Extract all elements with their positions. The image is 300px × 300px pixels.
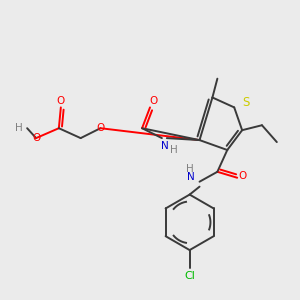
Text: N: N [161,141,169,151]
Text: H: H [170,145,178,155]
Text: O: O [32,133,40,143]
Text: S: S [242,96,250,109]
Text: O: O [150,97,158,106]
Text: O: O [57,97,65,106]
Text: Cl: Cl [184,271,195,281]
Text: O: O [96,123,105,133]
Text: O: O [238,171,246,181]
Text: N: N [187,172,195,182]
Text: H: H [15,123,23,133]
Text: H: H [186,164,194,174]
